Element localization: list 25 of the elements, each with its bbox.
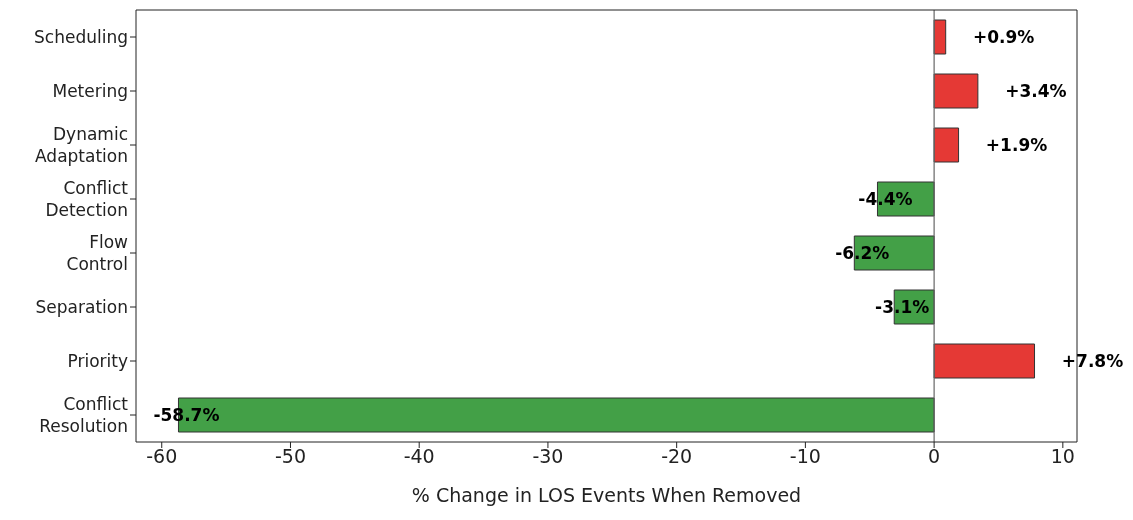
y-tick-label: Conflict Detection bbox=[45, 178, 129, 220]
x-tick-label: -50 bbox=[274, 445, 306, 468]
data-label: +0.9% bbox=[972, 27, 1035, 47]
x-tick-label: -60 bbox=[146, 445, 178, 468]
y-tick-label: Metering bbox=[52, 81, 128, 101]
x-tick-label: 0 bbox=[928, 445, 941, 468]
x-tick-label: -20 bbox=[661, 445, 693, 468]
bar bbox=[933, 19, 947, 55]
x-tick-label: -10 bbox=[789, 445, 821, 468]
x-tick-label: 10 bbox=[1050, 445, 1075, 468]
y-tick-label: Conflict Resolution bbox=[39, 394, 129, 436]
y-tick-label: Dynamic Adaptation bbox=[35, 124, 128, 166]
y-tick-label: Priority bbox=[67, 351, 128, 371]
bar bbox=[933, 343, 1036, 379]
x-tick-label: -40 bbox=[403, 445, 435, 468]
data-label: +7.8% bbox=[1061, 351, 1124, 371]
x-axis-title: % Change in LOS Events When Removed bbox=[411, 484, 802, 506]
data-label: +3.4% bbox=[1005, 81, 1067, 101]
y-tick-label: Scheduling bbox=[34, 27, 128, 47]
bar bbox=[933, 73, 979, 109]
y-tick-label: Flow Control bbox=[66, 232, 129, 274]
bar bbox=[933, 127, 960, 163]
x-tick-label: -30 bbox=[532, 445, 564, 468]
y-tick-label: Separation bbox=[35, 297, 128, 317]
data-label: +1.9% bbox=[985, 135, 1048, 155]
